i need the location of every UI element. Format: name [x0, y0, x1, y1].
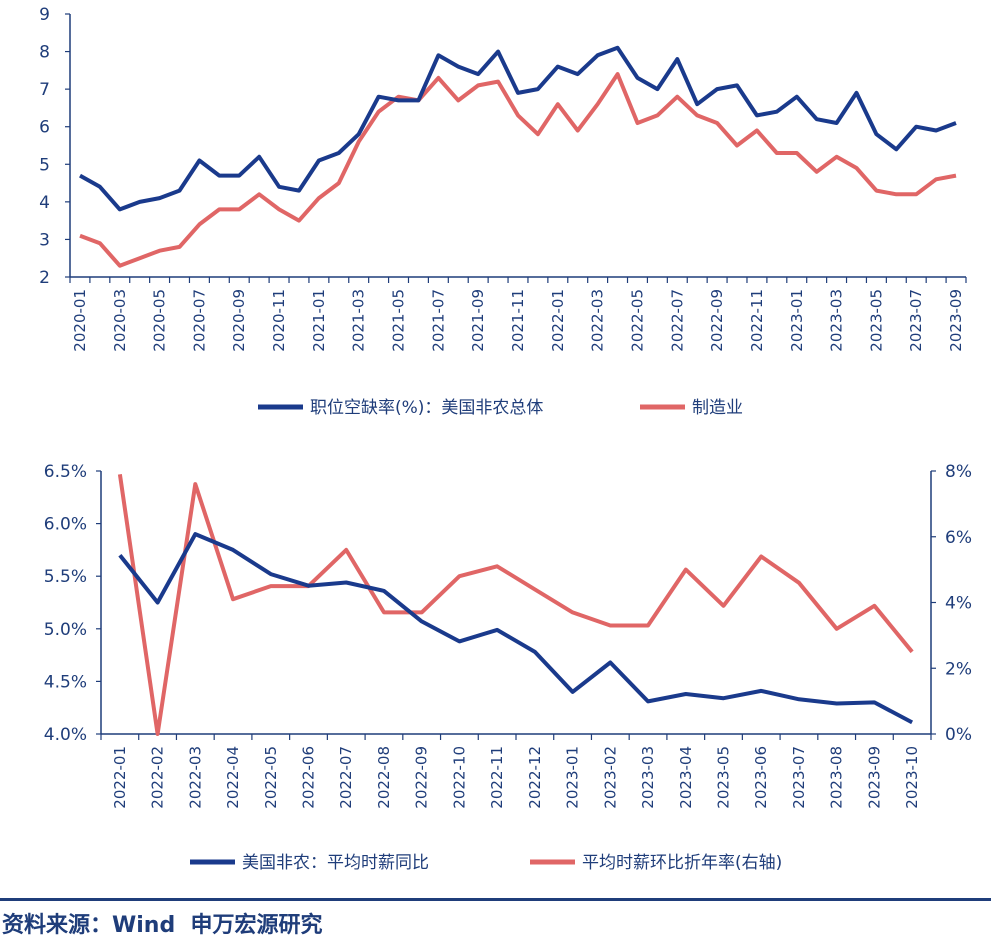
chart1-y-axis: 2 3 4 5 6 7 8 9	[39, 5, 71, 288]
x-tick-label: 2023-09	[947, 289, 965, 352]
chart2-legend: 美国非农：平均时薪同比 平均时薪环比折年率(右轴)	[190, 853, 782, 873]
chart2-right-y-axis: 0% 2% 4% 6% 8%	[931, 462, 972, 745]
x-tick-label: 2023-07	[790, 746, 808, 809]
x-tick-label: 2023-10	[903, 746, 921, 809]
x-tick-label: 2021-03	[350, 289, 368, 352]
x-tick-label: 2020-05	[151, 289, 169, 352]
right-y-tick-label: 8%	[945, 462, 972, 482]
x-tick-label: 2023-01	[788, 289, 806, 352]
x-tick-label: 2020-01	[71, 289, 89, 352]
source-note: 资料来源：Wind 申万宏源研究	[2, 913, 323, 938]
x-tick-label: 2020-09	[230, 289, 248, 352]
chart-hourly-earnings: 4.0% 4.5% 5.0% 5.5% 6.0% 6.5% 0% 2% 4% 6% 8% 2022…	[44, 462, 972, 873]
series-line-total	[79, 45, 957, 212]
x-tick-label: 2022-01	[549, 289, 567, 352]
x-tick-label: 2022-09	[413, 746, 431, 809]
x-tick-label: 2023-01	[564, 746, 582, 809]
x-tick-label: 2020-07	[190, 289, 208, 352]
y-tick-label: 9	[39, 5, 50, 25]
chart2-series	[117, 474, 914, 736]
left-y-tick-label: 6.5%	[44, 462, 87, 482]
x-tick-label: 2022-08	[375, 746, 393, 809]
x-tick-label: 2021-07	[429, 289, 447, 352]
x-tick-label: 2023-08	[828, 746, 846, 809]
x-tick-label: 2023-07	[907, 289, 925, 352]
y-tick-label: 6	[39, 118, 50, 138]
series-line-yoy	[118, 532, 914, 725]
right-y-tick-label: 2%	[945, 659, 972, 679]
x-tick-label: 2022-05	[628, 289, 646, 352]
chart2-x-axis: 2022-01 2022-02 2022-03 2022-04 2022-05 2022-…	[100, 734, 932, 809]
x-tick-label: 2021-09	[469, 289, 487, 352]
chart2-left-y-axis: 4.0% 4.5% 5.0% 5.5% 6.0% 6.5%	[44, 462, 101, 745]
legend-label-total: 职位空缺率(%)：美国非农总体	[310, 398, 543, 418]
x-tick-label: 2022-11	[488, 746, 506, 809]
x-tick-label: 2023-06	[752, 746, 770, 809]
left-y-tick-label: 5.0%	[44, 620, 87, 640]
x-tick-label: 2021-11	[509, 289, 527, 352]
chart1-series	[79, 45, 957, 268]
x-tick-label: 2023-05	[715, 746, 733, 809]
x-tick-label: 2021-05	[390, 289, 408, 352]
x-tick-label: 2021-01	[310, 289, 328, 352]
legend-label-manufacturing: 制造业	[692, 398, 743, 418]
y-tick-label: 4	[39, 193, 50, 213]
x-tick-label: 2022-04	[224, 746, 242, 809]
x-tick-label: 2023-09	[865, 746, 883, 809]
series-line-manufacturing	[79, 72, 957, 268]
x-tick-label: 2022-02	[149, 746, 167, 809]
x-tick-label: 2022-07	[337, 746, 355, 809]
x-tick-label: 2023-03	[828, 289, 846, 352]
x-tick-label: 2023-05	[867, 289, 885, 352]
left-y-tick-label: 6.0%	[44, 515, 87, 535]
source-divider	[0, 898, 991, 901]
x-tick-label: 2022-03	[186, 746, 204, 809]
left-y-tick-label: 4.5%	[44, 672, 87, 692]
legend-label-mom-annualized: 平均时薪环比折年率(右轴)	[582, 853, 782, 873]
right-y-tick-label: 6%	[945, 528, 972, 548]
y-tick-label: 3	[39, 230, 50, 250]
series-line-mom-annualized	[117, 474, 914, 736]
x-tick-label: 2023-04	[677, 746, 695, 809]
chart1-x-axis: 2020-01 2020-03 2020-05 2020-07 2020-09 2020-…	[69, 277, 967, 352]
x-tick-label: 2022-10	[450, 746, 468, 809]
x-tick-label: 2022-07	[668, 289, 686, 352]
x-tick-label: 2022-03	[589, 289, 607, 352]
right-y-tick-label: 0%	[945, 725, 972, 745]
x-tick-label: 2022-11	[748, 289, 766, 352]
y-tick-label: 8	[39, 43, 50, 63]
left-y-tick-label: 5.5%	[44, 567, 87, 587]
y-tick-label: 2	[39, 268, 50, 288]
x-tick-label: 2022-12	[526, 746, 544, 809]
y-tick-label: 5	[39, 155, 50, 175]
x-tick-label: 2022-09	[708, 289, 726, 352]
left-y-tick-label: 4.0%	[44, 725, 87, 745]
x-tick-label: 2023-02	[601, 746, 619, 809]
y-tick-label: 7	[39, 80, 50, 100]
right-y-tick-label: 4%	[945, 594, 972, 614]
chart1-legend: 职位空缺率(%)：美国非农总体 制造业	[258, 398, 743, 418]
x-tick-label: 2022-01	[111, 746, 129, 809]
x-tick-label: 2022-06	[300, 746, 318, 809]
x-tick-label: 2023-03	[639, 746, 657, 809]
x-tick-label: 2022-05	[262, 746, 280, 809]
legend-label-yoy: 美国非农：平均时薪同比	[242, 853, 429, 873]
x-tick-label: 2020-11	[270, 289, 288, 352]
x-tick-label: 2020-03	[111, 289, 129, 352]
